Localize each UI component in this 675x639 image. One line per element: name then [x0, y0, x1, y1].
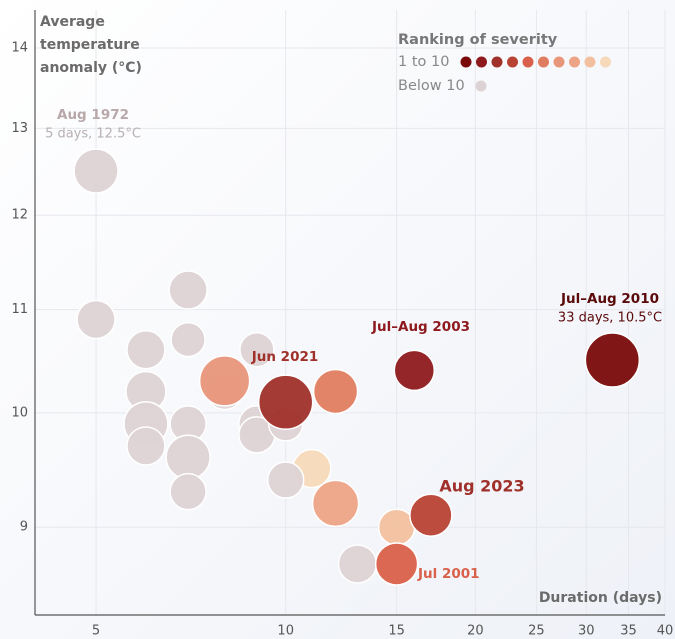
bubble [266, 461, 305, 499]
x-tick-label: 10 [277, 624, 294, 639]
annotation-subtitle: 33 days, 10.5°C [558, 311, 662, 326]
bubble [584, 332, 641, 388]
annotation-title: Jul–Aug 2010 [560, 291, 659, 307]
bubble [374, 542, 419, 586]
annotation-subtitle: 5 days, 12.5°C [45, 127, 141, 142]
x-tick-label: 20 [467, 624, 484, 639]
x-tick-label: 15 [388, 624, 405, 639]
y-tick-label: 10 [11, 405, 28, 420]
legend-swatch [476, 56, 487, 68]
x-axis-label: Duration (days) [539, 590, 662, 606]
x-tick-label: 40 [657, 624, 674, 639]
annotation-title: Jun 2021 [251, 349, 319, 365]
y-tick-label: 12 [11, 208, 28, 223]
x-tick-label: 5 [92, 624, 100, 639]
legend-swatch [600, 56, 611, 68]
bubble [239, 331, 275, 368]
x-tick-label: 35 [620, 624, 637, 639]
y-axis-label: Average [40, 14, 105, 30]
bubble [393, 349, 436, 392]
annotation-title: Aug 1972 [57, 107, 129, 123]
y-tick-label: 14 [11, 41, 28, 56]
bubble [76, 299, 116, 340]
bubble [168, 270, 208, 310]
legend-label: Below 10 [398, 78, 465, 94]
annotation-title: Jul–Aug 2003 [371, 319, 470, 335]
bubble [126, 426, 166, 466]
legend-swatch [569, 56, 580, 68]
legend-swatch [475, 80, 487, 92]
y-tick-label: 11 [11, 302, 28, 317]
legend-label: 1 to 10 [398, 54, 449, 70]
legend-title: Ranking of severity [398, 32, 558, 48]
bubble [257, 374, 314, 430]
bubble [198, 355, 251, 407]
bubble [311, 479, 360, 528]
legend-swatch [507, 56, 518, 68]
x-tick-label: 25 [528, 624, 545, 639]
y-tick-label: 9 [20, 520, 28, 535]
annotation-title: Aug 2023 [439, 477, 524, 496]
bubble [73, 148, 119, 194]
y-tick-label: 13 [11, 121, 28, 136]
bubble [126, 329, 166, 370]
bubble [337, 544, 378, 584]
legend-swatch [538, 56, 549, 68]
bubble [170, 321, 206, 358]
bubble [409, 493, 453, 537]
y-axis-label: temperature [40, 37, 140, 53]
legend-swatch [553, 56, 565, 68]
bubble [312, 368, 359, 415]
bubble [169, 472, 207, 511]
annotation-title: Jul 2001 [417, 566, 480, 582]
legend-swatch [491, 56, 503, 68]
y-axis-label: anomaly (°C) [40, 60, 142, 76]
legend-swatch [522, 56, 534, 68]
x-tick-label: 30 [578, 624, 595, 639]
legend-swatch [460, 56, 472, 68]
legend-swatch [584, 56, 596, 68]
bubble [165, 434, 211, 480]
